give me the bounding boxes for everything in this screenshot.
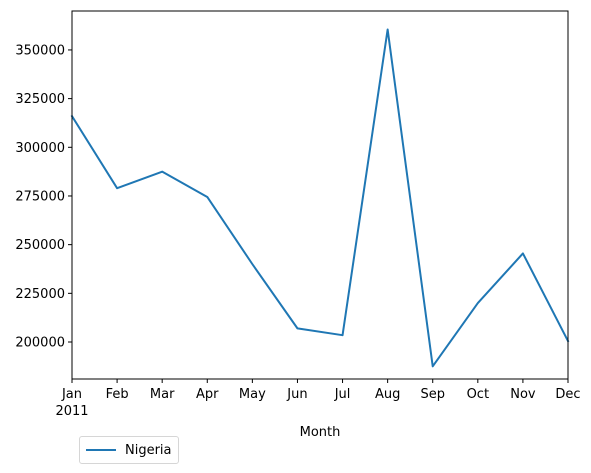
legend-label: Nigeria: [125, 442, 172, 458]
x-tick-label: Nov: [510, 387, 536, 402]
x-tick-label: Apr: [196, 387, 219, 402]
x-tick-label: Dec: [555, 387, 580, 402]
series-group: [70, 28, 570, 368]
x-tick-label: Mar: [150, 387, 175, 402]
x-tick-label: May: [239, 387, 266, 402]
x-tick-label: Feb: [106, 387, 129, 402]
x-tick-label: Jul: [334, 387, 351, 402]
y-tick-label: 300000: [15, 141, 65, 156]
x-tick-year-label: 2011: [55, 404, 88, 419]
x-axis-title: Month: [300, 425, 341, 440]
x-tick-label: Sep: [420, 387, 445, 402]
x-tick-label: Jan: [61, 387, 82, 402]
plot-area: [72, 11, 568, 379]
y-tick-label: 225000: [15, 287, 65, 302]
legend: Nigeria: [79, 436, 179, 464]
y-tick-label: 200000: [15, 336, 65, 351]
y-axis: 200000 225000 250000 275000 300000 325000 3500…: [15, 43, 72, 351]
y-tick-label: 275000: [15, 189, 65, 204]
x-tick-label: Jun: [286, 387, 307, 402]
x-tick-label: Oct: [467, 387, 489, 402]
y-tick-label: 250000: [15, 238, 65, 253]
x-tick-label: Aug: [375, 387, 400, 402]
y-tick-label: 350000: [15, 43, 65, 58]
legend-line-swatch: [86, 449, 116, 451]
x-axis: Jan Feb Mar Apr May Jun Jul Aug Sep Oct Nov Dec 2011: [55, 379, 581, 419]
plot-frame: [71, 10, 569, 380]
y-tick-label: 325000: [15, 92, 65, 107]
series-line: [70, 28, 570, 368]
